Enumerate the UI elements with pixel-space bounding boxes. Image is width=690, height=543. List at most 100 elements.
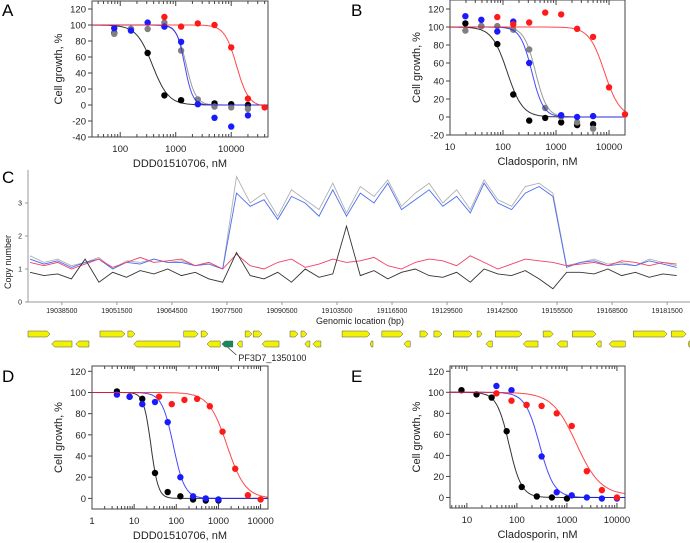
gene [556,340,568,348]
data-point-red [168,400,175,408]
x-tick-label: 1000 [208,516,229,527]
gene [304,340,311,348]
x-axis-label: Cladosporin, nM [497,529,577,541]
fit-curve-gray [92,24,268,106]
gene [671,330,687,338]
y-tick-label: 100 [70,21,86,32]
y-tick-label: 40 [433,451,444,462]
data-point-black [589,121,597,128]
fit-curve-red [92,24,268,107]
gene [133,340,181,348]
y-tick-label: 120 [70,5,86,16]
fit-curve-blue [92,24,268,106]
data-point-gray [228,104,235,111]
gene [485,340,493,348]
data-point-blue [478,16,485,23]
data-point-blue [177,38,185,45]
panel-letter-d: D [2,367,14,386]
x-axis-label: Cladosporin, nM [497,156,577,168]
chart-panel-c: 0 1 2 3 19038500 19051500 19064500 19077500 1909… [3,170,690,363]
data-point-blue [583,494,591,501]
data-point-blue [111,25,118,32]
data-point-blue [228,123,235,130]
gene [27,330,51,338]
data-point-blue [177,474,184,481]
data-point-blue [189,493,197,500]
y-axis-label: Copy number [3,235,13,289]
data-point-red [510,21,517,28]
y-tick-label: 100 [428,388,444,399]
x-tick-label: 19129500 [431,308,462,315]
y-tick-label: 120 [428,367,444,378]
chart-panel-e: 10 100 1000 10000 0 20 40 60 80 100 120 Cladosporin… [411,365,630,541]
data-point-black [164,488,171,496]
data-point-red [244,492,252,499]
data-point-blue [553,489,560,496]
gene [608,340,626,348]
data-point-red [161,13,168,21]
data-point-black [161,92,168,99]
data-point-red [493,390,500,397]
x-tick-label: 10000 [247,516,273,527]
x-tick-label: 19155500 [542,308,573,315]
y-axis-label: Cell growth, % [53,33,65,104]
y-axis-label: Cell growth, % [411,401,423,472]
panel-letter-b: B [351,1,362,20]
data-point-blue [493,382,500,390]
x-axis-label: Genomic location (bp) [316,316,404,326]
data-point-red [598,486,606,494]
data-point-red [523,401,530,409]
y-tick-label: 80 [433,409,444,420]
gene-label-leader [227,346,237,356]
y-tick-label: 80 [433,41,444,52]
data-point-blue [538,453,545,460]
y-tick-label: -40 [72,133,86,144]
x-tick-label: 19064500 [156,308,187,315]
data-point-blue [598,495,606,502]
data-point-blue [589,112,597,120]
y-tick-label: 0 [81,101,86,112]
copy-number-line-pink [29,253,677,270]
data-point-black [494,40,501,48]
gene-track: PF3D7_1350100 [27,330,690,363]
gene [453,330,473,338]
gene [127,330,136,338]
copy-number-line-light-gray [29,175,677,270]
x-tick-label: 100 [168,516,184,527]
data-point-gray [211,103,218,110]
gene [300,330,308,338]
x-tick-label: 100 [495,142,511,153]
data-point-blue [194,101,202,108]
y-tick-label: 80 [75,37,86,48]
fit-curve-blue [450,26,625,118]
data-point-black [462,20,469,27]
data-point-gray [478,22,485,30]
data-point-gray [589,125,597,132]
gene [595,340,602,348]
data-point-red [193,395,201,403]
data-point-gray [177,47,185,54]
data-point-gray [462,27,469,34]
data-point-red [553,410,560,417]
y-tick-label: 100 [70,388,86,399]
x-tick-label: 1000 [545,142,566,153]
x-tick-label: 100 [509,515,525,526]
data-point-black [526,117,533,124]
fit-curve-black [450,26,625,118]
data-point-red [211,21,218,29]
gene [244,330,253,338]
data-point-blue [573,113,581,121]
y-tick-label: 40 [433,77,444,88]
data-point-red [526,19,533,26]
data-point-black [557,119,565,126]
data-point-blue [161,23,168,30]
data-point-gray [111,30,118,37]
plot-frame [91,0,269,138]
x-tick-label: 10 [129,516,140,527]
chart-panel-d: 1 10 100 1000 10000 0 20 40 60 80 100 120 DDD0151070… [53,365,274,542]
data-point-blue [462,13,469,20]
y-tick-label: 2 [18,234,22,241]
data-point-blue [151,398,159,406]
gene [542,330,554,338]
